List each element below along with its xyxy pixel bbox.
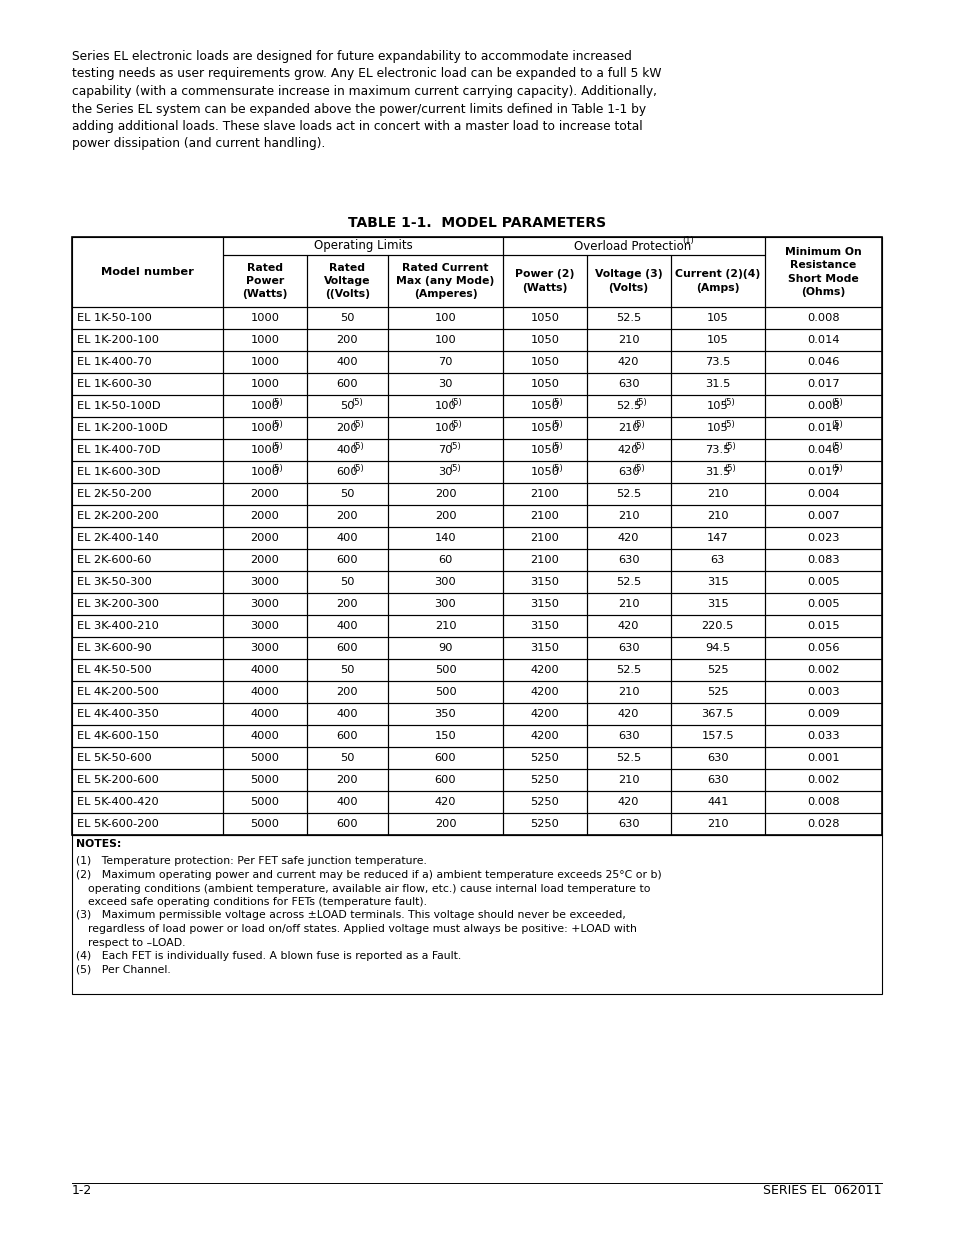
Bar bbox=[764, 527, 882, 550]
Text: EL 4K-50-500: EL 4K-50-500 bbox=[77, 664, 152, 676]
Text: 600: 600 bbox=[336, 555, 357, 564]
Bar bbox=[223, 615, 307, 637]
Text: EL 1K-600-30: EL 1K-600-30 bbox=[77, 379, 152, 389]
Bar bbox=[223, 725, 307, 747]
Text: 210: 210 bbox=[706, 489, 728, 499]
Bar bbox=[307, 571, 388, 593]
Text: 200: 200 bbox=[336, 511, 357, 521]
Text: adding additional loads. These slave loads act in concert with a master load to : adding additional loads. These slave loa… bbox=[71, 120, 642, 133]
Text: 210: 210 bbox=[618, 424, 639, 433]
Text: 150: 150 bbox=[435, 731, 456, 741]
Text: 1000: 1000 bbox=[251, 357, 279, 367]
Text: 5000: 5000 bbox=[251, 819, 279, 829]
Text: 3150: 3150 bbox=[530, 643, 558, 653]
Text: 2100: 2100 bbox=[530, 534, 558, 543]
Bar bbox=[764, 351, 882, 373]
Text: 3000: 3000 bbox=[251, 577, 279, 587]
Bar bbox=[586, 615, 670, 637]
Bar bbox=[307, 527, 388, 550]
Text: 3000: 3000 bbox=[251, 643, 279, 653]
Text: 210: 210 bbox=[618, 687, 639, 697]
Text: 0.004: 0.004 bbox=[806, 489, 839, 499]
Text: 3150: 3150 bbox=[530, 599, 558, 609]
Text: EL 1K-400-70D: EL 1K-400-70D bbox=[77, 445, 160, 454]
Bar bbox=[670, 505, 764, 527]
Bar bbox=[71, 703, 223, 725]
Text: Current (2)(4)
(Amps): Current (2)(4) (Amps) bbox=[675, 269, 760, 293]
Bar bbox=[223, 571, 307, 593]
Bar bbox=[71, 637, 223, 659]
Bar bbox=[764, 417, 882, 438]
Text: 600: 600 bbox=[336, 731, 357, 741]
Bar bbox=[223, 438, 307, 461]
Bar bbox=[71, 725, 223, 747]
Text: EL 3K-400-210: EL 3K-400-210 bbox=[77, 621, 159, 631]
Text: 0.009: 0.009 bbox=[806, 709, 839, 719]
Bar bbox=[502, 438, 586, 461]
Text: (5): (5) bbox=[551, 420, 562, 429]
Text: 2100: 2100 bbox=[530, 555, 558, 564]
Bar bbox=[502, 329, 586, 351]
Bar bbox=[764, 483, 882, 505]
Text: SERIES EL  062011: SERIES EL 062011 bbox=[762, 1184, 882, 1197]
Bar bbox=[388, 461, 502, 483]
Bar bbox=[586, 329, 670, 351]
Bar bbox=[670, 483, 764, 505]
Bar bbox=[71, 813, 223, 835]
Bar bbox=[670, 659, 764, 680]
Text: (5): (5) bbox=[272, 398, 283, 406]
Text: (5): (5) bbox=[830, 463, 842, 473]
Text: EL 4K-200-500: EL 4K-200-500 bbox=[77, 687, 159, 697]
Text: 0.001: 0.001 bbox=[806, 753, 839, 763]
Text: 400: 400 bbox=[336, 797, 357, 806]
Text: 1000: 1000 bbox=[251, 379, 279, 389]
Text: EL 1K-50-100: EL 1K-50-100 bbox=[77, 312, 152, 324]
Bar bbox=[670, 395, 764, 417]
Text: 630: 630 bbox=[706, 776, 728, 785]
Text: (5): (5) bbox=[722, 420, 734, 429]
Text: 2000: 2000 bbox=[251, 511, 279, 521]
Text: (5): (5) bbox=[449, 441, 460, 451]
Text: 200: 200 bbox=[435, 489, 456, 499]
Bar bbox=[502, 571, 586, 593]
Text: 5250: 5250 bbox=[530, 776, 558, 785]
Bar bbox=[502, 813, 586, 835]
Text: 105: 105 bbox=[706, 312, 728, 324]
Text: 147: 147 bbox=[706, 534, 728, 543]
Bar bbox=[223, 329, 307, 351]
Text: 600: 600 bbox=[336, 467, 357, 477]
Text: EL 1K-50-100D: EL 1K-50-100D bbox=[77, 401, 160, 411]
Bar bbox=[307, 395, 388, 417]
Text: 420: 420 bbox=[618, 445, 639, 454]
Text: 1050: 1050 bbox=[530, 379, 558, 389]
Bar bbox=[502, 703, 586, 725]
Bar bbox=[670, 351, 764, 373]
Bar bbox=[223, 790, 307, 813]
Text: (5): (5) bbox=[272, 441, 283, 451]
Text: 4000: 4000 bbox=[251, 709, 279, 719]
Bar bbox=[670, 571, 764, 593]
Text: Operating Limits: Operating Limits bbox=[314, 240, 412, 252]
Bar bbox=[388, 308, 502, 329]
Text: (5): (5) bbox=[723, 441, 735, 451]
Text: (5): (5) bbox=[272, 420, 283, 429]
Bar bbox=[223, 813, 307, 835]
Text: 200: 200 bbox=[435, 511, 456, 521]
Text: 0.007: 0.007 bbox=[806, 511, 839, 521]
Text: 210: 210 bbox=[435, 621, 456, 631]
Text: 525: 525 bbox=[706, 664, 728, 676]
Bar bbox=[388, 769, 502, 790]
Text: 0.008: 0.008 bbox=[806, 401, 839, 411]
Bar bbox=[223, 417, 307, 438]
Bar bbox=[223, 637, 307, 659]
Bar bbox=[670, 417, 764, 438]
Text: EL 1K-200-100: EL 1K-200-100 bbox=[77, 335, 159, 345]
Text: 0.005: 0.005 bbox=[806, 577, 839, 587]
Text: 50: 50 bbox=[340, 489, 355, 499]
Bar bbox=[71, 571, 223, 593]
Bar bbox=[388, 351, 502, 373]
Text: EL 5K-600-200: EL 5K-600-200 bbox=[77, 819, 159, 829]
Text: (5): (5) bbox=[450, 398, 462, 406]
Bar bbox=[502, 308, 586, 329]
Text: 4000: 4000 bbox=[251, 664, 279, 676]
